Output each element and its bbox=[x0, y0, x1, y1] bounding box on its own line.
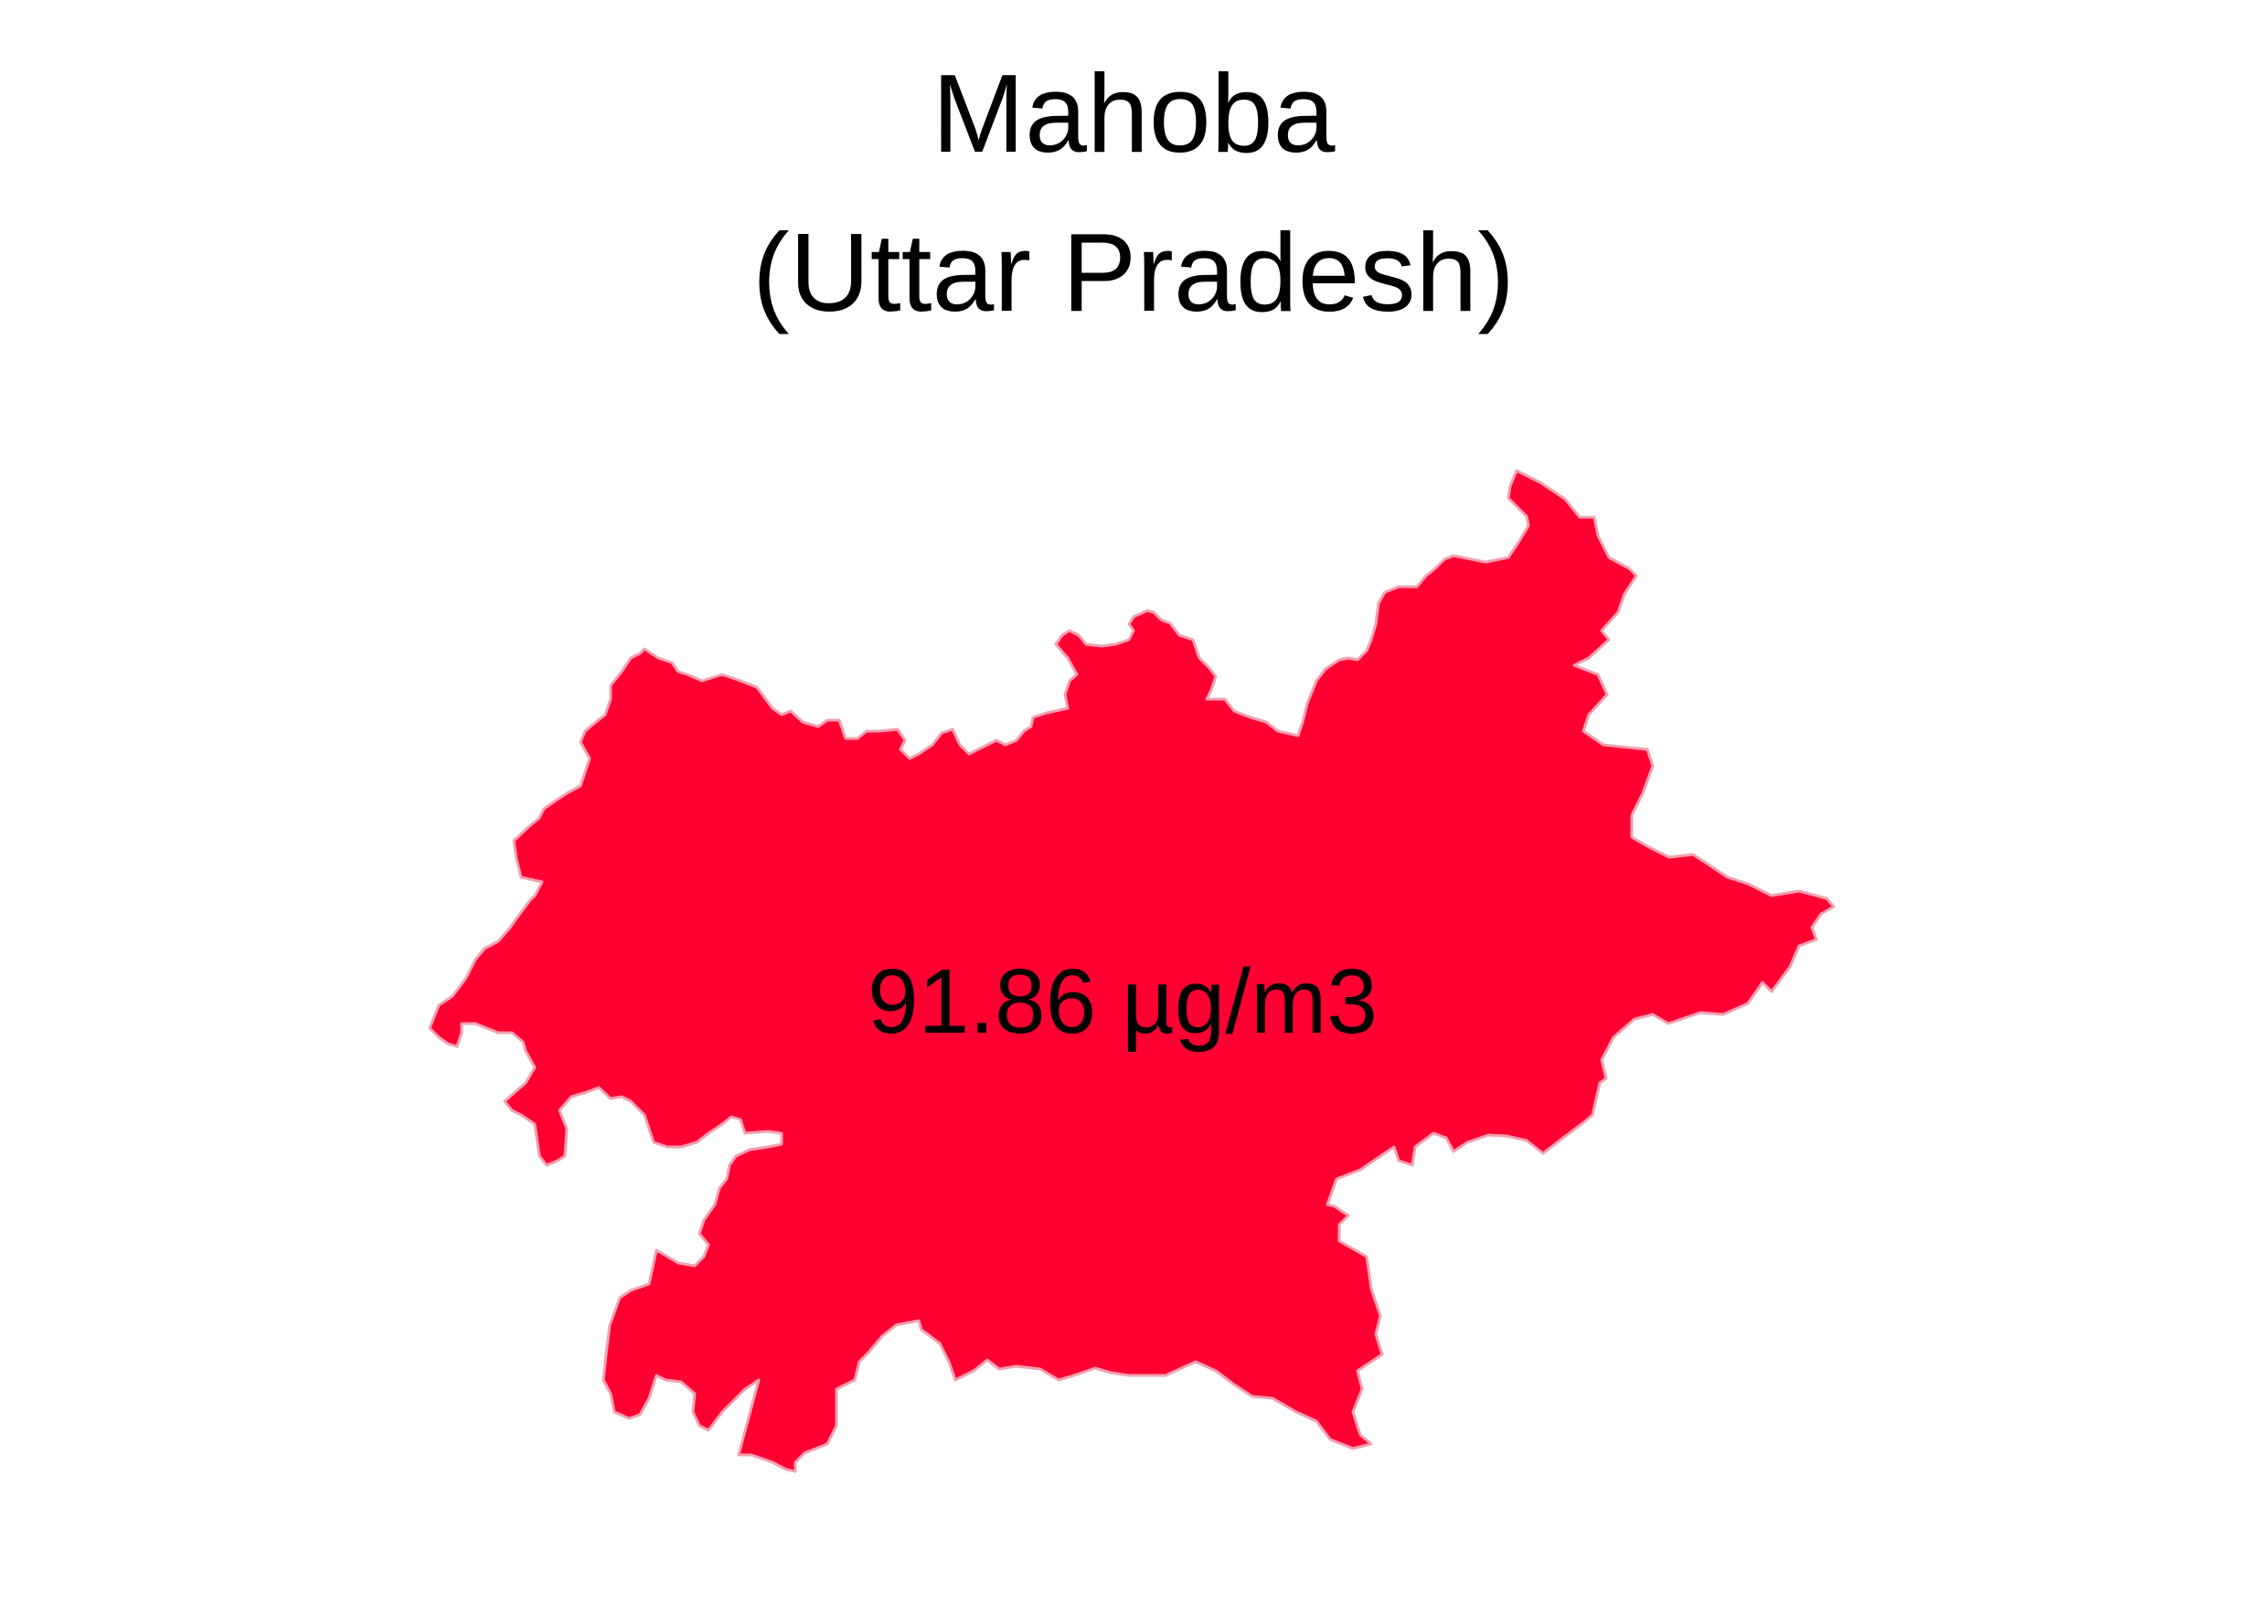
district-value-label: 91.86 µg/m3 bbox=[868, 950, 1378, 1053]
map-title: Mahoba bbox=[932, 51, 1336, 175]
map-subtitle: (Uttar Pradesh) bbox=[752, 210, 1515, 334]
district-boundary-shape bbox=[428, 469, 1836, 1473]
